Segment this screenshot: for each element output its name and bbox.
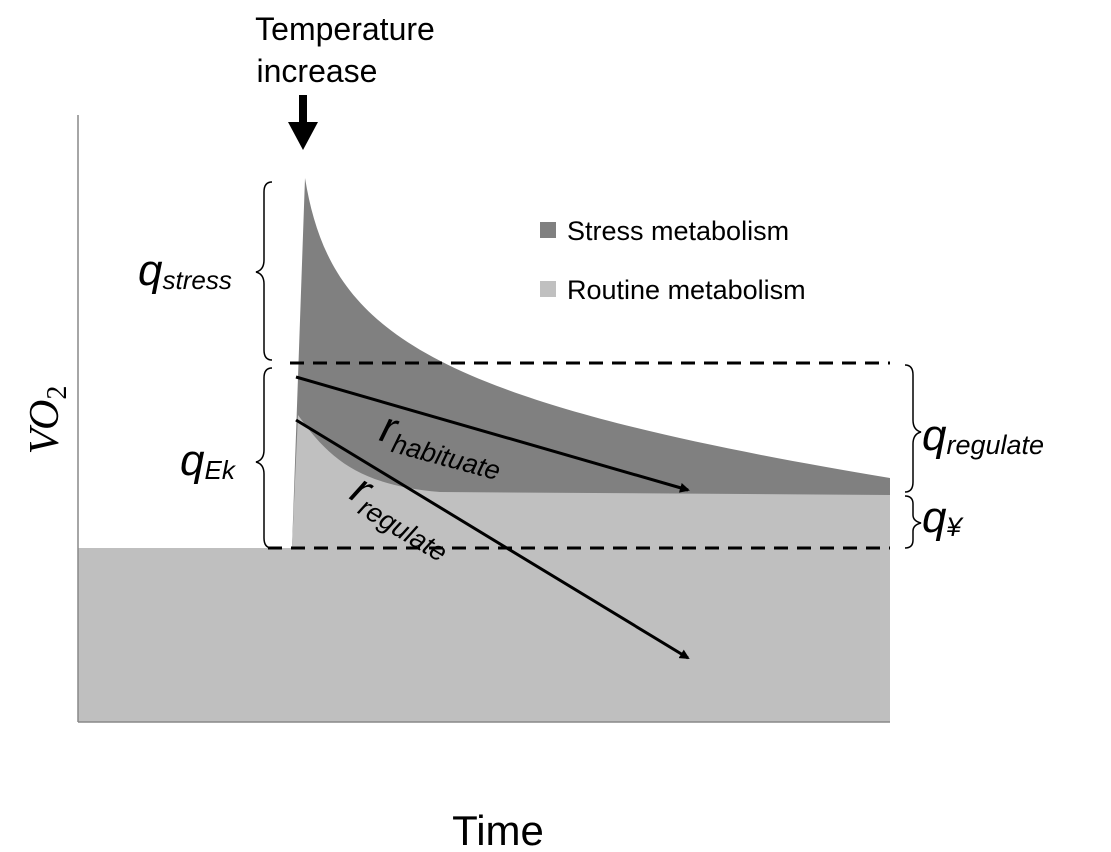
label: qEk bbox=[180, 436, 237, 485]
y-axis-label: VO2 bbox=[22, 386, 73, 455]
label-base: q bbox=[138, 246, 163, 295]
x-axis-label: Time bbox=[452, 807, 544, 852]
label: qregulate bbox=[922, 411, 1044, 460]
brace bbox=[255, 181, 273, 361]
label: q¥ bbox=[922, 493, 964, 542]
label-sub: ¥ bbox=[946, 512, 964, 542]
legend-label: Stress metabolism bbox=[567, 216, 789, 246]
label: qstress bbox=[138, 246, 232, 295]
brace bbox=[904, 364, 922, 493]
annotation: increase bbox=[257, 53, 378, 89]
down-arrow bbox=[288, 122, 318, 150]
arrow bbox=[295, 375, 690, 493]
brace bbox=[255, 367, 273, 549]
braces bbox=[255, 181, 922, 549]
routine-area bbox=[292, 415, 890, 548]
label-sub: regulate bbox=[946, 430, 1044, 460]
annotation: Temperature bbox=[255, 11, 435, 47]
label-base: q bbox=[922, 493, 947, 542]
arrow bbox=[295, 418, 690, 660]
legend-swatch bbox=[540, 222, 556, 238]
label-base: q bbox=[180, 436, 205, 485]
legend-label: Routine metabolism bbox=[567, 275, 806, 305]
y-label-sub: 2 bbox=[42, 386, 73, 400]
brace bbox=[904, 495, 922, 549]
stress-area bbox=[292, 178, 890, 548]
label-base: q bbox=[922, 411, 947, 460]
y-label-base: VO bbox=[22, 400, 68, 455]
legend-swatch bbox=[540, 281, 556, 297]
label-sub: stress bbox=[162, 265, 231, 295]
down-arrow bbox=[299, 95, 307, 123]
label-sub: Ek bbox=[204, 455, 236, 485]
baseline-area bbox=[78, 548, 890, 722]
